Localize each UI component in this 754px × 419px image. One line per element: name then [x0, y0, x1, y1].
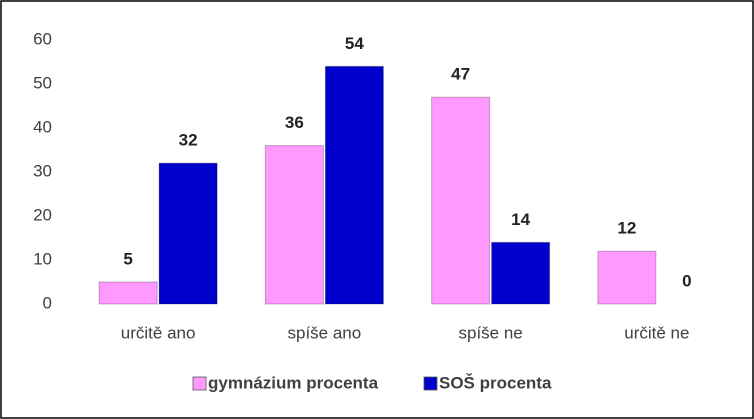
x-tick-label: určitě ano	[121, 323, 196, 342]
legend-swatch	[192, 376, 207, 391]
bar	[264, 145, 324, 305]
bar	[491, 241, 551, 305]
y-tick-label: 60	[33, 29, 52, 48]
y-tick-label: 50	[33, 73, 52, 92]
y-tick-label: 20	[33, 205, 52, 224]
legend-label: gymnázium procenta	[208, 373, 379, 392]
data-label: 12	[617, 219, 636, 238]
data-label: 14	[511, 210, 530, 229]
y-tick-label: 10	[33, 249, 52, 268]
x-tick-label: spíše ne	[458, 323, 522, 342]
x-tick-label: spíše ano	[288, 323, 362, 342]
bar	[98, 281, 158, 305]
data-label: 54	[345, 34, 364, 53]
y-tick-label: 30	[33, 161, 52, 180]
data-label: 36	[285, 113, 304, 132]
legend-swatch	[423, 376, 438, 391]
y-tick-label: 40	[33, 117, 52, 136]
data-label: 32	[179, 131, 198, 150]
legend-label: SOŠ procenta	[439, 373, 552, 392]
x-tick-label: určitě ne	[624, 323, 689, 342]
data-label: 5	[123, 249, 132, 268]
data-label: 47	[451, 65, 470, 84]
y-tick-label: 0	[43, 293, 52, 312]
bar	[431, 96, 491, 305]
data-label: 0	[682, 271, 691, 290]
bar	[158, 162, 218, 305]
bar	[324, 65, 384, 305]
bar	[597, 250, 657, 305]
